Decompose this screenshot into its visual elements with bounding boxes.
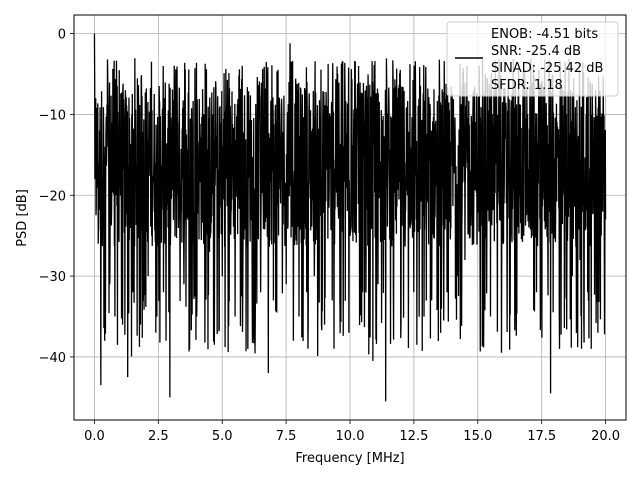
x-tick-label: 5.0 [212, 429, 233, 444]
x-axis-ticks: 0.0 2.5 5.0 7.5 10.0 12.5 15.0 17.5 20.0 [84, 420, 620, 444]
y-tick-label: 0 [58, 28, 66, 43]
x-tick-label: 17.5 [527, 429, 556, 444]
plot-area [93, 33, 607, 402]
x-tick-label: 2.5 [148, 429, 169, 444]
legend: ENOB: -4.51 bits SNR: -25.4 dB SINAD: -2… [446, 21, 619, 97]
psd-series-line [93, 33, 607, 402]
y-tick-label: −10 [39, 108, 66, 123]
legend-box [446, 21, 619, 97]
x-tick-label: 7.5 [276, 429, 297, 444]
x-tick-label: 0.0 [84, 429, 105, 444]
legend-entry-sinad: SINAD: -25.42 dB [491, 61, 603, 76]
legend-entry-sfdr: SFDR: 1.18 [491, 78, 563, 93]
x-tick-label: 15.0 [463, 429, 492, 444]
y-tick-label: −20 [39, 189, 66, 204]
x-tick-label: 12.5 [399, 429, 428, 444]
x-tick-label: 10.0 [336, 429, 365, 444]
x-axis-label: Frequency [MHz] [295, 451, 404, 466]
x-tick-label: 20.0 [591, 429, 620, 444]
legend-entry-snr: SNR: -25.4 dB [491, 44, 581, 59]
y-axis-label: PSD [dB] [15, 189, 30, 247]
y-axis-ticks: 0 −10 −20 −30 −40 [39, 28, 74, 366]
y-tick-label: −30 [39, 270, 66, 285]
legend-entry-enob: ENOB: -4.51 bits [491, 27, 598, 42]
y-tick-label: −40 [39, 351, 66, 366]
